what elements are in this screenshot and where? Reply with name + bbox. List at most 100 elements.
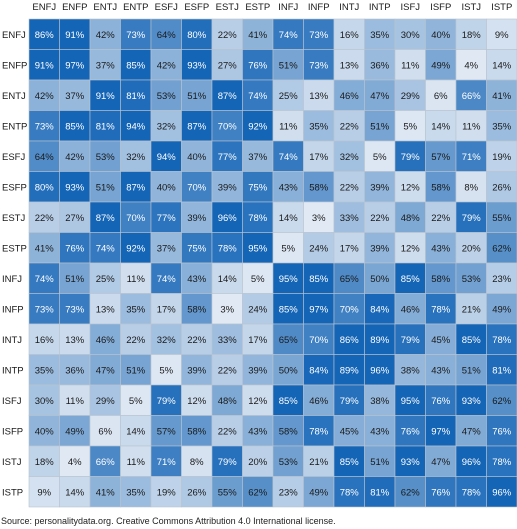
cell-label-entp-istj: 11% <box>462 121 481 132</box>
cell-label-estj-enfp: 27% <box>65 213 85 224</box>
cell-label-isfj-estj: 48% <box>218 396 238 407</box>
cell-label-infp-esfp: 58% <box>187 304 207 315</box>
cell-label-enfj-istj: 18% <box>462 30 482 41</box>
cell-label-istp-isfj: 62% <box>401 487 421 498</box>
cell-label-intj-entj: 46% <box>96 335 116 346</box>
row-label-estp: ESTP <box>2 243 27 254</box>
row-label-enfp: ENFP <box>2 60 27 71</box>
cell-label-intp-estj: 22% <box>218 365 238 376</box>
cell-label-infp-enfp: 73% <box>65 304 85 315</box>
cell-label-estp-estp: 95% <box>248 243 268 254</box>
cell-label-intj-enfp: 13% <box>65 335 85 346</box>
cell-infj-intp <box>364 262 396 294</box>
cell-label-intp-entp: 51% <box>126 365 146 376</box>
cell-isfp-esfj <box>150 415 182 447</box>
cell-label-estj-enfj: 22% <box>35 213 55 224</box>
cell-infj-esfj <box>150 262 182 294</box>
cell-label-enfp-entj: 37% <box>96 60 116 71</box>
cell-infp-istj <box>455 293 487 325</box>
cell-estp-esfp <box>181 232 213 264</box>
cell-intp-esfp <box>181 354 213 386</box>
cell-entj-entp <box>120 79 152 111</box>
cell-label-intp-esfj: 5% <box>159 365 173 376</box>
cell-label-enfp-infp: 73% <box>309 60 329 71</box>
cell-intj-intj <box>333 323 365 355</box>
cell-infj-estj <box>211 262 243 294</box>
cell-label-intp-enfp: 36% <box>65 365 85 376</box>
cell-istp-intp <box>364 476 396 508</box>
cell-label-infj-entj: 25% <box>96 274 116 285</box>
cell-istp-esfp <box>181 476 213 508</box>
cell-label-istj-enfp: 4% <box>68 457 82 468</box>
cell-entp-intp <box>364 110 396 142</box>
column-labels: ENFJ ENFP ENTJ ENTP ESFJ ESFP ESTJ ESTP INFJ INFP… <box>32 2 512 13</box>
cell-intp-istp <box>486 354 517 386</box>
cell-label-entj-istj: 66% <box>462 91 482 102</box>
cell-enfp-intj <box>333 49 365 81</box>
cell-infj-enfp <box>59 262 91 294</box>
cell-label-intj-intj: 86% <box>340 335 360 346</box>
cell-label-estp-infj: 5% <box>281 243 295 254</box>
cell-label-istj-intj: 85% <box>340 457 360 468</box>
cell-label-intj-isfp: 45% <box>431 335 451 346</box>
cell-entj-entj <box>89 79 121 111</box>
cell-label-enfj-esfp: 80% <box>187 30 207 41</box>
cell-label-esfj-istp: 19% <box>492 152 512 163</box>
cell-label-esfp-isfp: 58% <box>431 182 451 193</box>
column-label-istj: ISTJ <box>461 2 481 13</box>
cell-intj-estp <box>242 323 274 355</box>
cell-label-estj-intp: 22% <box>370 213 390 224</box>
cell-label-enfj-esfj: 64% <box>157 30 177 41</box>
cell-label-infp-intj: 70% <box>340 304 360 315</box>
cell-enfj-intp <box>364 18 396 50</box>
cell-estp-enfj <box>28 232 60 264</box>
cell-esfp-infp <box>303 171 335 203</box>
cell-label-esfp-entp: 87% <box>126 182 146 193</box>
cell-label-estp-intp: 39% <box>370 243 390 254</box>
cell-label-intp-istp: 81% <box>492 365 512 376</box>
cell-label-isfj-istj: 93% <box>462 396 482 407</box>
cell-label-estp-esfp: 75% <box>187 243 207 254</box>
cell-esfj-enfj <box>28 140 60 172</box>
cell-esfj-infp <box>303 140 335 172</box>
cell-enfj-enfj <box>28 18 60 50</box>
cell-label-estj-istp: 55% <box>492 213 512 224</box>
column-label-estj: ESTJ <box>216 2 239 13</box>
cell-label-enfp-enfj: 91% <box>35 60 55 71</box>
cell-label-isfj-intp: 38% <box>370 396 390 407</box>
cell-label-estj-estp: 78% <box>248 213 268 224</box>
cell-label-istp-entj: 41% <box>96 487 116 498</box>
cell-label-intj-estp: 17% <box>248 335 268 346</box>
cell-istj-istj <box>455 445 487 477</box>
cell-label-isfp-isfj: 76% <box>401 426 421 437</box>
cell-label-isfj-enfj: 30% <box>35 396 55 407</box>
cell-esfp-esfp <box>181 171 213 203</box>
cell-label-estp-infp: 24% <box>309 243 329 254</box>
cell-label-enfp-entp: 85% <box>126 60 146 71</box>
cell-label-estp-entp: 92% <box>126 243 146 254</box>
cell-label-istj-infp: 21% <box>309 457 329 468</box>
cell-isfp-istp <box>486 415 517 447</box>
cell-label-esfj-estp: 37% <box>248 152 268 163</box>
cell-label-istp-esfj: 19% <box>157 487 177 498</box>
cell-infj-enfj <box>28 262 60 294</box>
cell-entp-estj <box>211 110 243 142</box>
cell-label-intj-istp: 78% <box>492 335 512 346</box>
cell-label-enfp-esfj: 42% <box>157 60 177 71</box>
cell-label-istj-isfj: 93% <box>401 457 421 468</box>
cell-label-intj-estj: 33% <box>218 335 238 346</box>
cell-estp-estp <box>242 232 274 264</box>
cell-label-isfj-intj: 79% <box>340 396 360 407</box>
cell-label-entp-infp: 35% <box>309 121 329 132</box>
cell-istj-intj <box>333 445 365 477</box>
cell-intj-infp <box>303 323 335 355</box>
cell-enfp-entj <box>89 49 121 81</box>
cell-istp-infp <box>303 476 335 508</box>
cell-istp-isfj <box>394 476 426 508</box>
column-label-infj: INFJ <box>278 2 298 13</box>
cell-infj-isfj <box>394 262 426 294</box>
cell-entj-istp <box>486 79 517 111</box>
cell-label-enfj-isfp: 40% <box>431 30 451 41</box>
cell-label-isfj-entj: 29% <box>96 396 116 407</box>
